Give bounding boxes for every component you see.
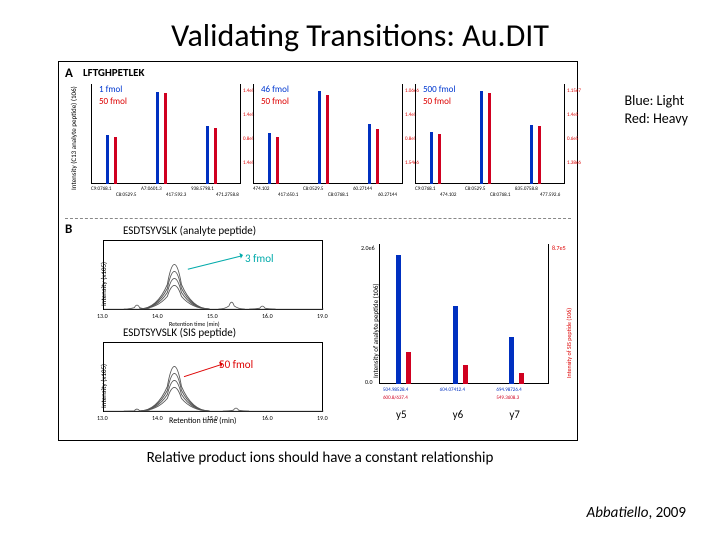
bar [406, 352, 411, 384]
panel-b-label: B [65, 222, 72, 237]
caption: Relative product ions should have a cons… [30, 449, 610, 467]
xtick: 835.0758.8 [515, 186, 538, 192]
bar [106, 135, 109, 184]
xtick: 604.07412.4 [440, 387, 465, 393]
panel-b-barchart [379, 244, 549, 384]
bar [326, 95, 329, 184]
page-title: Validating Transitions: Au.DIT [30, 16, 690, 55]
xtick: A7:0601.3 [141, 186, 162, 192]
scale-val: 1.38e6 [567, 160, 581, 166]
xtick: 417:650.1 [278, 192, 298, 198]
analyte-ylabel: Intensity (x105) [99, 262, 108, 306]
xtick: 471.2758.8 [216, 192, 239, 198]
yion-label: y7 [509, 408, 520, 421]
xtick: C8:0529.5 [465, 186, 485, 192]
xlabel-a: Retention time (min) [169, 320, 220, 328]
chart-blue-label: 500 fmol [423, 84, 455, 95]
panel-divider [65, 218, 571, 219]
xtick: 60.27144 [378, 192, 397, 198]
xtick: 474.102 [253, 186, 269, 192]
legend-red: Red: Heavy [625, 110, 689, 128]
figure-panel: A LFTGHPETLEK Intensity (C13 analyte pep… [58, 61, 578, 441]
analyte-annot: 3 fmol [245, 252, 274, 265]
xtick: 417:592.3 [166, 192, 186, 198]
bar [488, 93, 491, 184]
citation: Abbatiello, 2009 [587, 504, 686, 522]
chart-blue-label: 1 fmol [99, 84, 122, 95]
xtick: 16.0 [262, 414, 273, 422]
bar [214, 128, 217, 184]
chart-blue-label: 46 fmol [261, 84, 289, 95]
xtick: 13.0 [97, 414, 108, 422]
citation-year: , 2009 [648, 504, 686, 522]
xtick: C8:0768.1 [490, 192, 510, 198]
xtick: 600.8/637.4 [383, 395, 408, 401]
pb-left-ylabel: Intensity of analyte peptide (106) [371, 283, 380, 378]
scale-val: 1.15e7 [567, 88, 581, 94]
xtick: 938.5798.1 [191, 186, 214, 192]
xtick: 19.0 [317, 414, 328, 422]
panel-a-ylabel: Intensity (C13 analyte peptide) (106) [69, 86, 78, 190]
bar [453, 306, 458, 384]
scale-val: 0.0 [365, 378, 373, 386]
bar [368, 124, 371, 184]
xtick: 504.98528.4 [383, 387, 408, 393]
xtick: 694.98726.4 [496, 387, 521, 393]
xtick: C9:0768.1 [91, 186, 111, 192]
bar [376, 129, 379, 184]
xtick: C8:0529.5 [303, 186, 323, 192]
chart-red-label: 50 fmol [261, 96, 289, 107]
panel-a-peptide: LFTGHPETLEK [83, 66, 145, 79]
bar [318, 91, 321, 184]
scale-val: 1.4e5 [567, 112, 578, 118]
chart-red-label: 50 fmol [99, 96, 127, 107]
legend-blue: Blue: Light [625, 92, 689, 110]
bar [530, 125, 533, 184]
xtick: 16.0 [262, 312, 273, 320]
bar [276, 137, 279, 184]
xtick: 14.0 [152, 312, 163, 320]
bar [156, 92, 159, 184]
xtick: C8:0768.1 [328, 192, 348, 198]
xtick: 549.3608.3 [496, 395, 519, 401]
scale-val: 0.6e5 [567, 136, 578, 142]
xtick: 19.0 [317, 312, 328, 320]
xtick: 15.0 [207, 414, 218, 422]
bar [396, 255, 401, 384]
xtick: 15.0 [207, 312, 218, 320]
analyte-title: ESDTSYVSLK (analyte peptide) [123, 224, 256, 237]
legend: Blue: Light Red: Heavy [625, 92, 689, 127]
bar [206, 126, 209, 184]
chromatogram-sis [103, 342, 323, 412]
bar [268, 133, 271, 184]
bar [114, 137, 117, 184]
bar [509, 337, 514, 384]
xtick: C8:0529.5 [116, 192, 136, 198]
chromatogram-analyte [103, 240, 323, 310]
sis-ylabel: Intensity (x105) [99, 364, 108, 408]
bar [438, 134, 441, 184]
bar [519, 373, 524, 384]
xtick: 14.0 [152, 414, 163, 422]
xtick: C9:0768.1 [415, 186, 435, 192]
bar [164, 93, 167, 184]
bar [430, 132, 433, 184]
pb-right-ylabel: Intensity of SIS peptide (106) [565, 308, 573, 378]
bar [538, 126, 541, 184]
xlabel-b: Retention time (min) [169, 416, 236, 426]
scale-val: 8.7e5 [552, 244, 566, 252]
yion-label: y5 [396, 408, 407, 421]
scale-val: 2.0e6 [361, 244, 375, 252]
chart-red-label: 50 fmol [423, 96, 451, 107]
xtick: 60.27144 [353, 186, 372, 192]
bar [463, 365, 468, 384]
xtick: 13.0 [97, 312, 108, 320]
xtick: 477.592.6 [540, 192, 560, 198]
citation-name: Abbatiello [587, 504, 649, 522]
xtick: 474.102 [440, 192, 456, 198]
panel-a-label: A [65, 66, 73, 81]
bar [480, 91, 483, 184]
yion-label: y6 [453, 408, 464, 421]
